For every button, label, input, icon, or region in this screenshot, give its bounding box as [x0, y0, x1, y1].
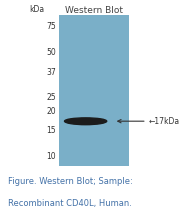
Text: kDa: kDa	[29, 5, 44, 14]
Text: ←17kDa: ←17kDa	[148, 117, 179, 126]
Text: Recombinant CD40L, Human.: Recombinant CD40L, Human.	[8, 199, 131, 208]
Text: Figure. Western Blot; Sample:: Figure. Western Blot; Sample:	[8, 177, 132, 186]
Title: Western Blot: Western Blot	[65, 6, 123, 15]
Ellipse shape	[65, 118, 107, 125]
